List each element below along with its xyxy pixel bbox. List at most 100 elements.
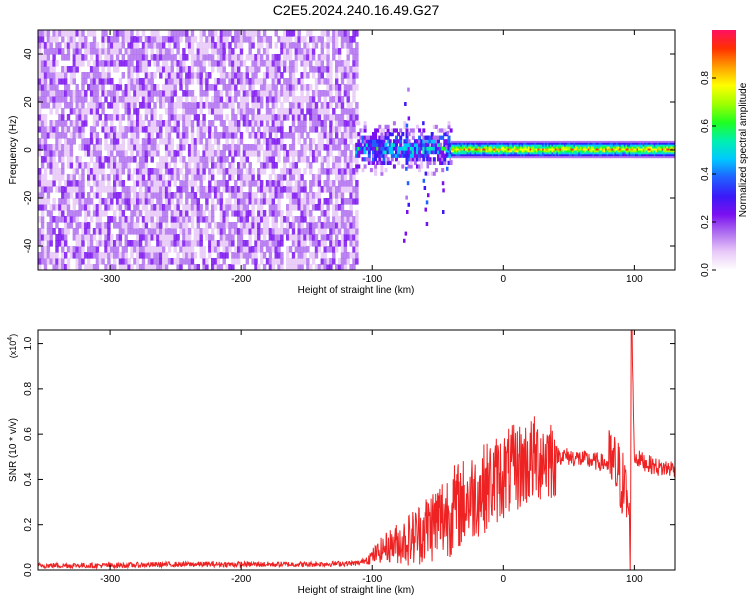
heatmap-cell bbox=[199, 84, 203, 91]
heatmap-cell bbox=[314, 174, 319, 181]
heatmap-cell bbox=[413, 153, 417, 158]
heatmap-cell bbox=[548, 140, 551, 143]
heatmap-cell bbox=[294, 150, 298, 157]
heatmap-cell bbox=[309, 198, 313, 205]
heatmap-cell bbox=[274, 138, 278, 145]
heatmap-cell bbox=[455, 150, 459, 153]
heatmap-cell bbox=[92, 84, 97, 91]
heatmap-cell bbox=[337, 60, 342, 67]
heatmap-cell bbox=[104, 72, 108, 79]
heatmap-cell bbox=[480, 146, 484, 149]
heatmap-cell bbox=[156, 132, 160, 139]
heatmap-cell bbox=[468, 148, 471, 151]
heatmap-cell bbox=[572, 138, 575, 141]
heatmap-cell bbox=[225, 90, 229, 97]
heatmap-cell bbox=[271, 228, 275, 235]
heatmap-cell bbox=[280, 144, 284, 151]
heatmap-cell bbox=[283, 114, 287, 121]
heatmap-cell bbox=[61, 120, 65, 127]
heatmap-cell bbox=[598, 148, 602, 151]
heatmap-cell bbox=[297, 114, 301, 121]
heatmap-cell bbox=[113, 30, 117, 37]
heatmap-cell bbox=[422, 178, 426, 183]
heatmap-cell bbox=[130, 36, 134, 43]
heatmap-cell bbox=[575, 138, 578, 141]
heatmap-cell bbox=[283, 42, 287, 49]
heatmap-cell bbox=[460, 151, 463, 155]
heatmap-cell bbox=[43, 54, 48, 61]
heatmap-cell bbox=[156, 54, 160, 61]
heatmap-cell bbox=[49, 84, 53, 91]
heatmap-cell bbox=[472, 155, 476, 159]
heatmap-cell bbox=[567, 150, 570, 153]
heatmap-cell bbox=[283, 90, 287, 97]
heatmap-cell bbox=[614, 148, 617, 151]
heatmap-cell bbox=[411, 142, 415, 147]
heatmap-cell bbox=[452, 153, 455, 157]
heatmap-cell bbox=[583, 138, 586, 141]
heatmap-cell bbox=[619, 151, 622, 155]
heatmap-cell bbox=[115, 42, 120, 49]
heatmap-cell bbox=[337, 114, 342, 121]
heatmap-cell bbox=[605, 151, 608, 155]
heatmap-cell bbox=[219, 150, 224, 157]
heatmap-cell bbox=[268, 150, 273, 157]
heatmap-cell bbox=[430, 146, 434, 151]
heatmap-cell bbox=[372, 139, 375, 144]
heatmap-cell bbox=[300, 78, 304, 85]
heatmap-cell bbox=[225, 144, 229, 151]
heatmap-cell bbox=[283, 174, 287, 181]
heatmap-cell bbox=[225, 216, 229, 223]
heatmap-cell bbox=[527, 157, 531, 161]
heatmap-cell bbox=[69, 120, 74, 127]
heatmap-cell bbox=[216, 240, 221, 247]
heatmap-cell bbox=[173, 216, 177, 223]
heatmap-cell bbox=[43, 258, 48, 265]
heatmap-cell bbox=[260, 204, 264, 211]
heatmap-cell bbox=[190, 42, 195, 49]
heatmap-cell bbox=[40, 210, 45, 217]
heatmap-cell bbox=[576, 140, 580, 143]
heatmap-cell bbox=[337, 30, 342, 37]
heatmap-cell bbox=[133, 144, 137, 151]
heatmap-cell bbox=[179, 72, 183, 79]
heatmap-cell bbox=[208, 186, 212, 193]
heatmap-cell bbox=[352, 234, 356, 241]
heatmap-cell bbox=[504, 144, 507, 147]
heatmap-cell bbox=[372, 160, 375, 165]
heatmap-cell bbox=[447, 150, 451, 155]
heatmap-cell bbox=[587, 157, 591, 161]
heatmap-cell bbox=[170, 36, 174, 43]
heatmap-cell bbox=[297, 78, 301, 85]
heatmap-cell bbox=[513, 155, 517, 159]
heatmap-cell bbox=[532, 142, 536, 145]
heatmap-cell bbox=[52, 60, 56, 67]
heatmap-cell bbox=[534, 146, 537, 149]
heatmap-cell bbox=[64, 198, 68, 205]
heatmap-cell bbox=[66, 150, 71, 157]
heatmap-cell bbox=[274, 120, 278, 127]
heatmap-cell bbox=[614, 153, 617, 157]
heatmap-cell bbox=[581, 148, 584, 151]
heatmap-cell bbox=[545, 146, 548, 149]
heatmap-cell bbox=[43, 180, 48, 187]
heatmap-cell bbox=[144, 96, 149, 103]
heatmap-cell bbox=[452, 144, 455, 147]
heatmap-cell bbox=[457, 138, 460, 141]
heatmap-cell bbox=[537, 157, 540, 161]
heatmap-cell bbox=[40, 252, 45, 259]
heatmap-cell bbox=[407, 139, 411, 144]
heatmap-cell bbox=[515, 140, 518, 143]
heatmap-cell bbox=[496, 144, 500, 147]
heatmap-cell bbox=[501, 146, 504, 149]
heatmap-cell bbox=[144, 246, 149, 253]
heatmap-cell bbox=[594, 151, 597, 155]
heatmap-cell bbox=[64, 264, 68, 270]
heatmap-cell bbox=[248, 30, 252, 37]
heatmap-cell bbox=[561, 140, 564, 143]
heatmap-cell bbox=[479, 146, 482, 149]
heatmap-cell bbox=[219, 54, 224, 61]
heatmap-cell bbox=[110, 216, 114, 223]
heatmap-cell bbox=[424, 139, 428, 144]
heatmap-cell bbox=[337, 102, 342, 109]
